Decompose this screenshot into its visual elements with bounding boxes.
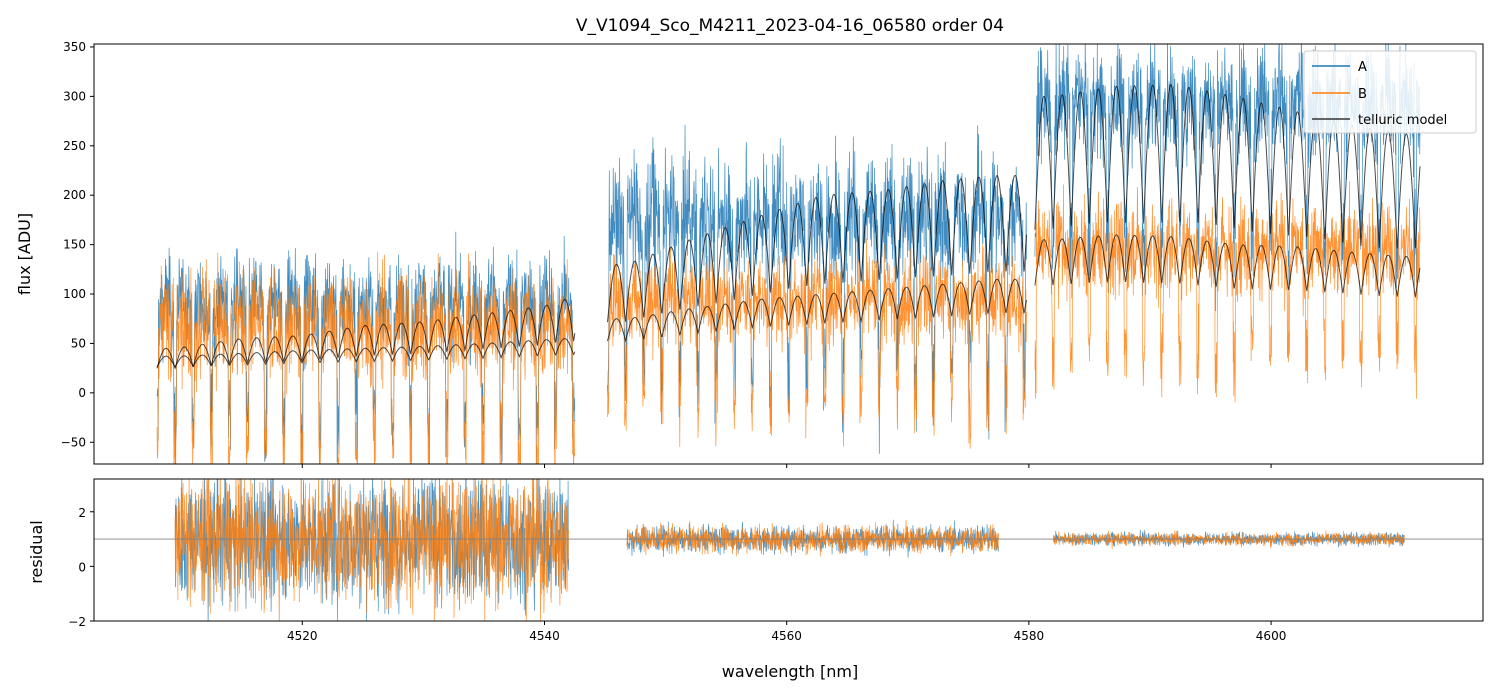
flux-y-tick-label: −50 bbox=[61, 435, 86, 449]
legend-label-telluric: telluric model bbox=[1358, 113, 1447, 128]
residual-y-axis-label: residual bbox=[27, 520, 46, 583]
residual-b-line-seg1 bbox=[626, 519, 999, 557]
telluric-model-a-seg2 bbox=[1034, 83, 1421, 249]
telluric-model-a-seg0 bbox=[156, 299, 576, 370]
series-b-line-seg1 bbox=[607, 238, 1027, 449]
flux-y-tick-label: 250 bbox=[63, 139, 86, 153]
legend-box bbox=[1303, 50, 1477, 134]
flux-y-tick-label: 50 bbox=[71, 336, 86, 350]
telluric-model-b-seg1 bbox=[607, 278, 1027, 343]
residual-panel: −2 0 2 4520 4540 4560 4580 4600 residual bbox=[27, 478, 1484, 643]
legend: A B telluric model bbox=[1303, 50, 1477, 134]
residual-y-tick-label: 0 bbox=[78, 560, 86, 574]
flux-y-tick-label: 350 bbox=[63, 40, 86, 54]
flux-y-tick-label: 200 bbox=[63, 188, 86, 202]
x-tick-label: 4580 bbox=[1014, 629, 1045, 643]
chart-title: V_V1094_Sco_M4211_2023-04-16_06580 order… bbox=[576, 16, 1004, 36]
flux-x-ticks bbox=[301, 464, 1272, 468]
residual-y-tick-label: −2 bbox=[68, 615, 86, 629]
x-axis-label: wavelength [nm] bbox=[722, 662, 859, 681]
flux-y-ticks: −50 0 50 100 150 200 250 300 350 bbox=[61, 40, 94, 449]
flux-y-tick-label: 300 bbox=[63, 89, 86, 103]
series-b-line-seg0 bbox=[156, 251, 576, 464]
telluric-model-a-seg1 bbox=[607, 175, 1027, 323]
telluric-model-b-seg2 bbox=[1034, 234, 1421, 299]
flux-axes-frame bbox=[93, 43, 1484, 465]
residual-plot-area bbox=[94, 479, 1483, 621]
flux-y-tick-label: 150 bbox=[63, 238, 86, 252]
residual-a-line-seg0 bbox=[174, 479, 570, 621]
residual-y-tick-label: 2 bbox=[78, 506, 86, 520]
x-tick-label: 4560 bbox=[771, 629, 802, 643]
legend-label-a: A bbox=[1358, 60, 1367, 75]
residual-axes-frame bbox=[93, 478, 1484, 622]
flux-y-axis-label: flux [ADU] bbox=[15, 213, 34, 295]
x-tick-label: 4600 bbox=[1256, 629, 1287, 643]
residual-b-line-seg0 bbox=[174, 479, 570, 621]
residual-x-ticks: 4520 4540 4560 4580 4600 bbox=[287, 621, 1286, 643]
residual-b-line-seg2 bbox=[1052, 530, 1405, 549]
flux-y-tick-label: 100 bbox=[63, 287, 86, 301]
flux-plot-area bbox=[156, 44, 1421, 464]
series-b-line-seg2 bbox=[1034, 181, 1421, 403]
x-tick-label: 4520 bbox=[287, 629, 318, 643]
flux-panel: −50 0 50 100 150 200 250 300 350 flux [ADU] A B … bbox=[15, 40, 1484, 468]
residual-y-ticks: −2 0 2 bbox=[68, 506, 94, 629]
series-a-line-seg1 bbox=[607, 124, 1027, 454]
flux-y-tick-label: 0 bbox=[78, 386, 86, 400]
legend-label-b: B bbox=[1358, 87, 1367, 102]
telluric-model-b-seg0 bbox=[156, 338, 576, 369]
x-tick-label: 4540 bbox=[529, 629, 560, 643]
